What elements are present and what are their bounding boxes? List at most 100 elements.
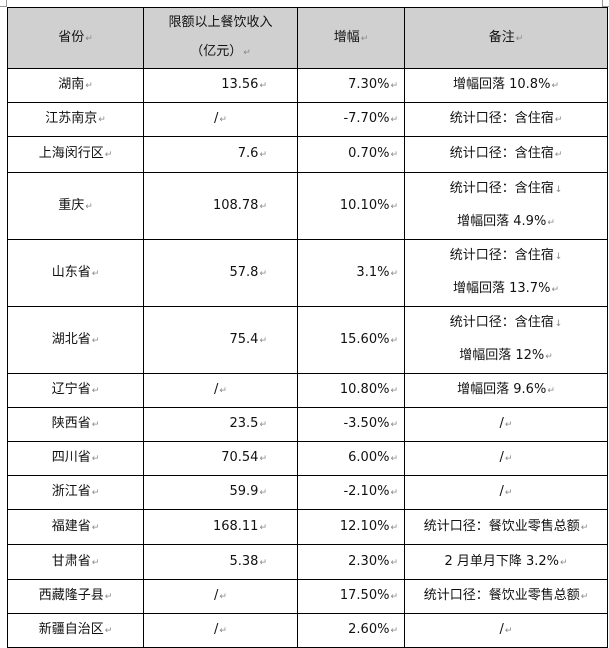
note-cell: 统计口径：含住宿增幅回落 12% [404, 306, 608, 374]
note-cell: / [404, 441, 608, 476]
revenue: 7.6 [238, 146, 267, 161]
growth: 17.50% [340, 588, 398, 603]
growth-cell: 15.60% [297, 306, 405, 374]
note-line: 统计口径：含住宿 [450, 315, 563, 330]
note-line: 统计口径：餐饮业零售总额 [424, 588, 589, 603]
province-cell: 上海闵行区 [7, 136, 144, 173]
revenue: 23.5 [230, 416, 268, 431]
table-row: 重庆 108.78 10.10% 统计口径：含住宿增幅回落 4.9% [7, 172, 608, 240]
province: 浙江省 [52, 484, 100, 499]
province-cell: 福建省 [7, 509, 144, 545]
note-cell: 增幅回落 9.6% [404, 373, 608, 408]
header-row: 省份 限额以上餐饮收入 （亿元） 增幅 备注 [7, 7, 608, 69]
province-cell: 陕西省 [7, 407, 144, 442]
growth-cell: 10.80% [297, 373, 405, 408]
note-cell: / [404, 613, 608, 648]
growth: 15.60% [340, 332, 398, 347]
growth-cell: 3.1% [297, 239, 405, 307]
province: 湖北省 [52, 332, 100, 347]
revenue-cell: / [143, 613, 298, 648]
table-row: 新疆自治区 / 2.60% / [7, 613, 608, 648]
revenue: / [214, 111, 227, 126]
growth-cell: 2.60% [297, 613, 405, 648]
note-cell: 增幅回落 10.8% [404, 68, 608, 103]
revenue-cell: 70.54 [143, 441, 298, 476]
note-line: / [500, 622, 513, 637]
note-line: / [500, 484, 513, 499]
growth-cell: 17.50% [297, 579, 405, 614]
growth-cell: 12.10% [297, 509, 405, 545]
note-cell: 统计口径：餐饮业零售总额 [404, 579, 608, 614]
growth-cell: -7.70% [297, 102, 405, 137]
province-cell: 湖北省 [7, 306, 144, 374]
revenue-cell: / [143, 102, 298, 137]
growth: -2.10% [343, 484, 398, 499]
province-cell: 辽宁省 [7, 373, 144, 408]
province-cell: 湖南 [7, 68, 144, 103]
note-line: 增幅回落 10.8% [453, 77, 559, 92]
header-note-label: 备注 [489, 30, 524, 45]
revenue-cell: / [143, 579, 298, 614]
growth: 0.70% [348, 146, 398, 161]
note-cell: / [404, 475, 608, 510]
province-cell: 甘肃省 [7, 544, 144, 580]
table-row: 山东省 57.8 3.1% 统计口径：含住宿增幅回落 13.7% [7, 239, 608, 307]
revenue-cell: 168.11 [143, 509, 298, 545]
growth-cell: 6.00% [297, 441, 405, 476]
note-cell: 统计口径：含住宿增幅回落 13.7% [404, 239, 608, 307]
note-cell: 2 月单月下降 3.2% [404, 544, 608, 580]
table-row: 上海闵行区 7.6 0.70% 统计口径：含住宿 [7, 136, 608, 173]
province-cell: 重庆 [7, 172, 144, 240]
note-cell: 统计口径：含住宿 [404, 136, 608, 173]
note-line: 统计口径：含住宿 [450, 181, 563, 196]
note-line: / [500, 416, 513, 431]
province-cell: 新疆自治区 [7, 613, 144, 648]
province: 四川省 [52, 450, 100, 465]
growth: 6.00% [348, 450, 398, 465]
growth-cell: 0.70% [297, 136, 405, 173]
province: 福建省 [52, 519, 100, 534]
province-cell: 江苏南京 [7, 102, 144, 137]
note-line: 增幅回落 12% [459, 348, 553, 363]
note-line: 2 月单月下降 3.2% [444, 554, 567, 569]
growth-cell: 7.30% [297, 68, 405, 103]
revenue: 70.54 [221, 450, 267, 465]
table-row: 陕西省 23.5 -3.50% / [7, 407, 608, 442]
province: 甘肃省 [52, 554, 100, 569]
note-cell: 统计口径：餐饮业零售总额 [404, 509, 608, 545]
growth: -3.50% [343, 416, 398, 431]
growth: 10.80% [340, 382, 398, 397]
note-line: 增幅回落 13.7% [453, 281, 559, 296]
revenue-cell: 75.4 [143, 306, 298, 374]
revenue: / [214, 588, 227, 603]
province-cell: 四川省 [7, 441, 144, 476]
table-row: 湖南 13.56 7.30% 增幅回落 10.8% [7, 68, 608, 103]
note-line: 统计口径：餐饮业零售总额 [424, 519, 589, 534]
growth: 2.60% [348, 622, 398, 637]
page-corner-mark [0, 0, 7, 7]
growth: -7.70% [343, 111, 398, 126]
table-row: 辽宁省 / 10.80% 增幅回落 9.6% [7, 373, 608, 408]
revenue-cell: 108.78 [143, 172, 298, 240]
note-cell: 统计口径：含住宿 [404, 102, 608, 137]
revenue-cell: 5.38 [143, 544, 298, 580]
growth-cell: -3.50% [297, 407, 405, 442]
revenue-cell: 13.56 [143, 68, 298, 103]
restaurant-revenue-table: 省份 限额以上餐饮收入 （亿元） 增幅 备注 湖南 13.56 7.30% 增幅回落 … [7, 7, 608, 648]
growth: 10.10% [340, 198, 398, 213]
revenue-cell: 59.9 [143, 475, 298, 510]
note-cell: 统计口径：含住宿增幅回落 4.9% [404, 172, 608, 240]
revenue-cell: 57.8 [143, 239, 298, 307]
revenue: 75.4 [230, 332, 268, 347]
revenue: 5.38 [230, 554, 268, 569]
province: 湖南 [58, 77, 93, 92]
province: 西藏隆子县 [39, 588, 113, 603]
table-row: 江苏南京 / -7.70% 统计口径：含住宿 [7, 102, 608, 137]
province: 江苏南京 [45, 111, 106, 126]
table-row: 湖北省 75.4 15.60% 统计口径：含住宿增幅回落 12% [7, 306, 608, 374]
growth-cell: 10.10% [297, 172, 405, 240]
header-revenue: 限额以上餐饮收入 （亿元） [143, 7, 298, 69]
revenue: 108.78 [213, 198, 267, 213]
revenue: 59.9 [230, 484, 268, 499]
growth: 3.1% [356, 265, 398, 280]
